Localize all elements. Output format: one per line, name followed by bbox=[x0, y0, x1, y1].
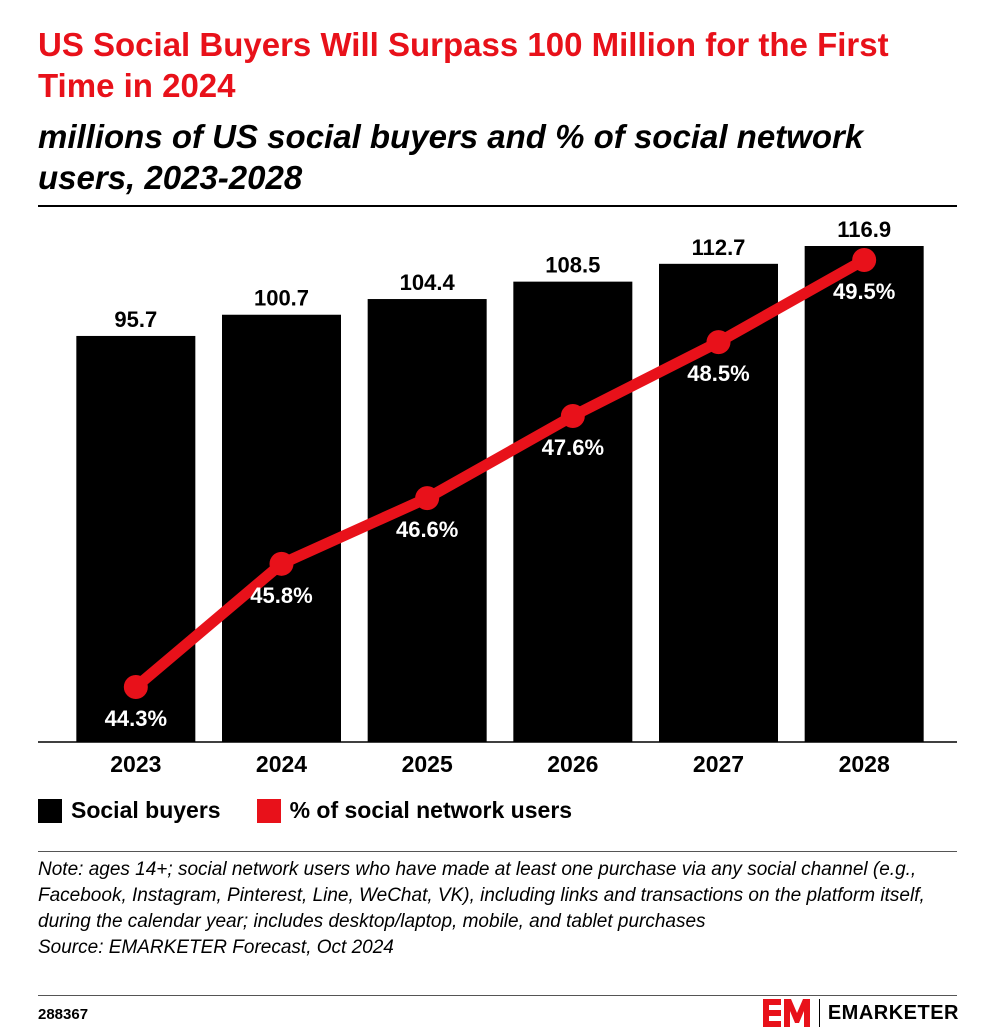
line-value-label-2024: 45.8% bbox=[250, 583, 312, 608]
legend-item-social-network-users: % of social network users bbox=[256, 797, 573, 824]
legend-item-social-buyers: Social buyers bbox=[38, 797, 221, 824]
line-social-network-users bbox=[130, 254, 870, 693]
source-text: Source: EMARKETER Forecast, Oct 2024 bbox=[38, 937, 394, 958]
line-point-2027 bbox=[706, 330, 731, 355]
line-point-2023 bbox=[123, 675, 148, 699]
x-tick-2025: 2025 bbox=[402, 751, 453, 777]
legend-swatch-line bbox=[256, 798, 281, 823]
logo-wordmark: EMARKETER bbox=[827, 1001, 959, 1024]
bar-value-label-2027: 112.7 bbox=[692, 235, 746, 260]
x-tick-2023: 2023 bbox=[110, 751, 161, 777]
line-value-label-2027: 48.5% bbox=[687, 361, 749, 386]
line-point-2024 bbox=[269, 551, 294, 576]
title-divider bbox=[38, 205, 957, 207]
chart-id: 288367 bbox=[38, 1006, 89, 1023]
bar-value-label-2024: 100.7 bbox=[254, 286, 309, 311]
chart-subtitle: millions of US social buyers and % of so… bbox=[38, 118, 864, 196]
bar-value-label-2025: 104.4 bbox=[400, 270, 456, 295]
x-tick-2026: 2026 bbox=[547, 751, 598, 777]
legend-label-social-network-users: % of social network users bbox=[289, 797, 573, 823]
chart-title: US Social Buyers Will Surpass 100 Millio… bbox=[38, 26, 889, 104]
bar-value-label-2023: 95.7 bbox=[114, 307, 157, 332]
line-point-2025 bbox=[415, 486, 440, 511]
x-tick-2027: 2027 bbox=[693, 751, 744, 777]
bar-2024 bbox=[222, 314, 341, 742]
line-value-label-2025: 46.6% bbox=[396, 517, 458, 542]
line-value-label-2026: 47.6% bbox=[542, 435, 604, 460]
legend-swatch-bars bbox=[38, 798, 62, 823]
note-divider bbox=[38, 851, 957, 852]
line-value-label-2028: 49.5% bbox=[833, 279, 895, 304]
x-tick-2028: 2028 bbox=[839, 751, 890, 777]
note-text: Note: ages 14+; social network users who… bbox=[38, 859, 925, 932]
bar-2028 bbox=[804, 246, 924, 742]
emarketer-logo: EMARKETER bbox=[762, 998, 959, 1028]
bar-2023 bbox=[76, 335, 196, 742]
footnote: Note: ages 14+; social network users who… bbox=[38, 857, 963, 961]
x-tick-2024: 2024 bbox=[256, 751, 307, 777]
line-value-label-2023: 44.3% bbox=[105, 706, 167, 731]
bar-value-label-2028: 116.9 bbox=[837, 217, 891, 242]
line-point-2028 bbox=[852, 248, 877, 272]
bar-2026 bbox=[513, 281, 633, 742]
em-logo-icon bbox=[762, 999, 810, 1027]
line-point-2026 bbox=[560, 404, 585, 429]
legend: Social buyers % of social network users bbox=[38, 797, 608, 824]
legend-label-social-buyers: Social buyers bbox=[71, 797, 221, 823]
chart-canvas: 95.7 2023 100.7 2024 104.4 2025 108.5 2026 112.7… bbox=[38, 217, 957, 777]
footer-divider bbox=[38, 995, 957, 996]
logo-divider bbox=[818, 999, 820, 1027]
bar-value-label-2026: 108.5 bbox=[545, 253, 600, 278]
